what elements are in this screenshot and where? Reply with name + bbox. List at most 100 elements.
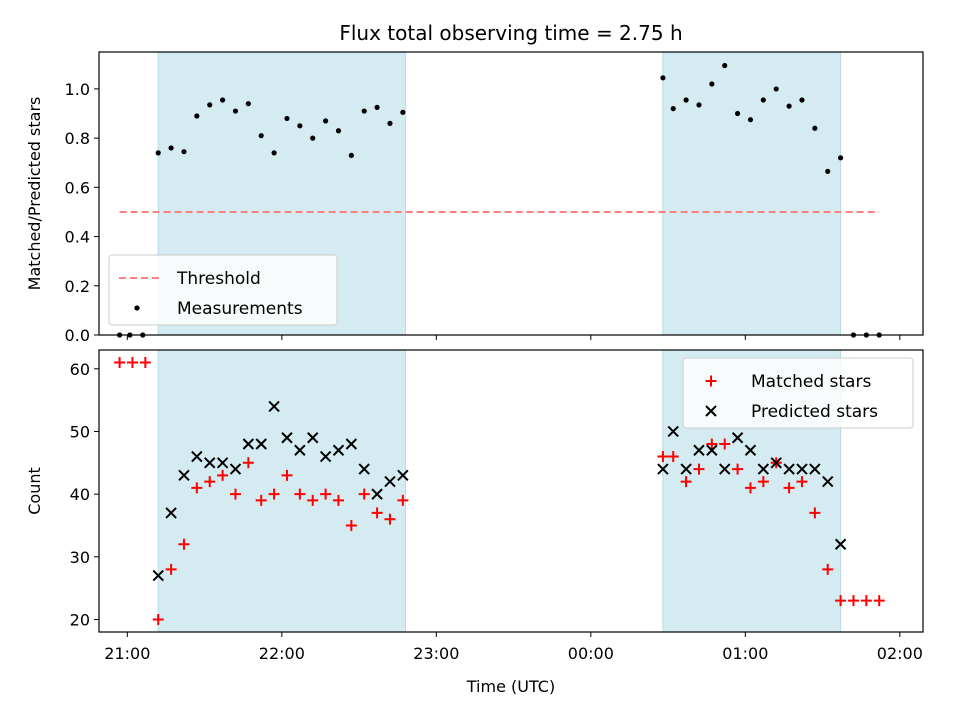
predicted-star-point [809,463,821,475]
predicted-star-point [242,438,255,450]
matched-star-point [873,595,885,607]
x-tick-label: 21:00 [104,644,150,663]
measurement-point [799,97,805,103]
predicted-star-point [255,438,267,450]
legend-label: Matched stars [751,372,871,392]
matched-star-point [152,613,164,625]
matched-star-point [732,463,744,475]
x-tick-label: 02:00 [877,644,923,663]
matched-star-point [358,488,370,500]
measurement-point [812,125,818,131]
matched-star-point [809,507,821,519]
legend-box [682,357,914,429]
matched-star-point [657,451,669,463]
predicted-star-point [319,450,332,463]
y-axis-label: Count [25,467,44,515]
measurement-point [760,97,766,103]
measurement-point [683,97,689,103]
predicted-star-point [693,444,705,456]
x-axis-label: Time (UTC) [466,677,555,696]
predicted-star-point [281,432,293,444]
matched-star-point [757,476,769,488]
matched-star-point [706,438,718,450]
predicted-star-point [152,569,164,582]
legend-measurement-swatch [134,305,140,311]
plot-frame [98,51,924,336]
measurement-point [271,150,277,156]
matched-star-point [680,476,692,488]
measurement-point [335,128,342,134]
matched-star-point [255,494,267,506]
y-tick-label: 40 [70,485,90,504]
matched-star-point [229,488,241,500]
matched-star-point [268,488,280,500]
predicted-star-point [204,457,216,469]
predicted-star-point [165,507,177,519]
measurement-point [310,135,316,141]
matched-star-point [860,595,872,607]
predicted-star-point [834,538,847,550]
legend-label: Measurements [177,299,303,319]
matched-star-point [320,488,332,500]
measurement-point [181,149,187,155]
y-tick-label: 20 [70,610,90,629]
matched-star-point [204,476,216,488]
legend: Matched stars Predicted stars [682,357,914,429]
y-tick-label: 30 [70,548,90,567]
predicted-star-point [178,469,190,482]
plot-frame [98,349,924,633]
measurement-point [786,103,792,109]
predicted-star-point [397,469,409,482]
measurement-point [297,123,303,129]
matched-star-point [719,438,731,450]
measurement-point [400,109,406,115]
matched-star-point [384,513,396,525]
predicted-star-point [229,463,242,475]
y-axis-label: Matched/Predicted stars [25,97,44,291]
measurement-point [361,108,367,114]
measurement-point [387,120,393,126]
y-tick-label: 1.0 [65,80,90,99]
matched-star-point [796,476,808,488]
top-panel: 0.0 0.2 0.4 0.6 0.8 1.0 Matched/Predicted star… [25,51,924,345]
predicted-star-point [770,457,782,469]
matched-star-point [139,357,151,369]
predicted-star-point [680,463,692,475]
matched-star-point [847,595,859,607]
x-tick-label: 01:00 [722,644,768,663]
measurement-point [670,106,676,112]
legend-label: Threshold [176,269,261,289]
measurement-point [207,102,213,108]
predicted-star-point [783,463,795,475]
bottom-panel: 20 30 40 50 60 21:00 22:00 23:00 00:00 01:00 02:00… [25,349,924,696]
matched-star-point [371,507,383,519]
predicted-star-point [667,425,679,438]
measurement-point [660,75,666,81]
predicted-star-point [744,444,757,456]
y-tick-label: 0.2 [65,277,90,296]
matched-star-point [178,538,190,550]
predicted-star-point [796,463,808,475]
measurement-point [838,155,844,161]
y-tick-label: 0.8 [65,129,90,148]
measurement-point [155,150,161,156]
predicted-star-point [307,432,319,444]
predicted-star-point [216,457,229,469]
y-tick-label: 0.4 [65,228,90,247]
predicted-star-point [822,475,834,488]
predicted-star-point [706,444,718,456]
matched-star-point [191,482,203,494]
y-tick-label: 60 [70,360,90,379]
measurement-point [220,97,226,103]
predicted-star-point [332,444,345,456]
matched-star-point [126,357,138,369]
matched-star-point [822,563,834,575]
predicted-star-point [358,463,370,475]
predicted-star-point [345,438,358,450]
x-tick-label: 23:00 [413,644,459,663]
matched-star-point [332,494,344,506]
measurement-point [722,62,728,69]
measurement-point [323,118,329,124]
measurement-point [709,81,715,87]
